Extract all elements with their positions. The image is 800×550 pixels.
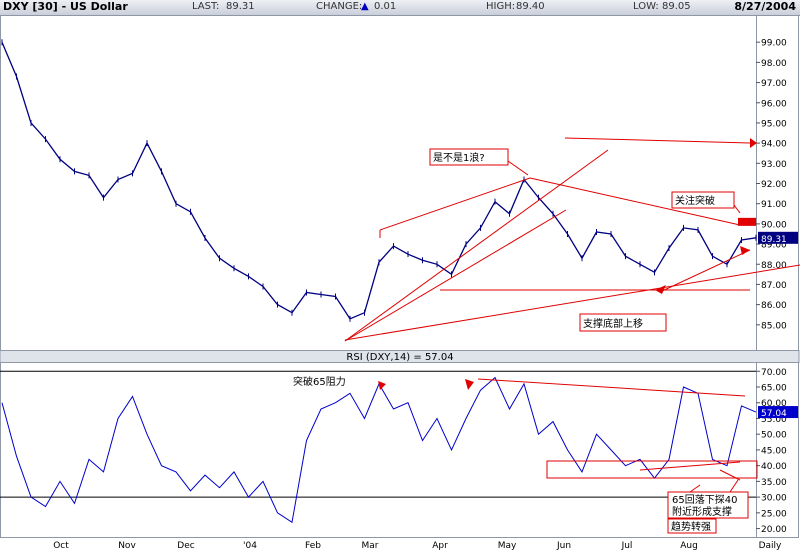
- annotation-support-rising: 支撑底部上移: [583, 317, 643, 330]
- trend-line: [379, 177, 531, 231]
- annotation-trend-strong-box: [667, 518, 717, 534]
- rsi-tick-label: 45.00: [761, 446, 787, 456]
- annotation-rsi-breakout: 突破65阻力: [293, 375, 346, 388]
- annotation-watch-breakout: 关注突破: [675, 194, 715, 207]
- callout-line: [733, 204, 741, 214]
- annotation-watch-breakout-box: [671, 191, 735, 209]
- rsi-tick-label: 60.00: [761, 399, 787, 409]
- price-tick-label: 97.00: [761, 79, 787, 89]
- callout-line: [689, 484, 701, 493]
- arrowhead: [465, 379, 474, 390]
- last-label: LAST:: [192, 1, 220, 12]
- annotation-rsi-support-1: 65回落下探40: [672, 493, 737, 506]
- price-tick-label: 96.00: [761, 99, 787, 109]
- x-tick-label: Nov: [118, 541, 136, 550]
- price-tick-label: 86.00: [761, 301, 787, 311]
- rsi-last-tag-text: 57.04: [761, 409, 787, 419]
- rsi-tick-label: 65.00: [761, 384, 787, 394]
- rsi-plot-frame: [0, 362, 757, 538]
- rsi-title: RSI (DXY,14) = 57.04: [346, 352, 453, 363]
- last-value: 89.31: [226, 1, 255, 12]
- price-tick-label: 91.00: [761, 200, 787, 210]
- price-tick-label: 99.00: [761, 39, 787, 49]
- callout-line: [719, 469, 741, 481]
- trend-line: [639, 461, 741, 471]
- rsi-panel: RSI (DXY,14) = 57.04 20.00 25.00 30.00 35.00…: [0, 350, 800, 538]
- x-tick-label: Jun: [556, 541, 571, 550]
- price-last-tag-text: 89.31: [761, 235, 787, 245]
- trend-line: [344, 264, 800, 341]
- rsi-tick-label: 25.00: [761, 509, 787, 519]
- rsi-tick-label: 30.00: [761, 494, 787, 504]
- change-value: 0.01: [374, 1, 397, 12]
- price-tick-label: 92.00: [761, 180, 787, 190]
- x-tick-label: Apr: [432, 541, 448, 550]
- trend-line: [529, 177, 741, 226]
- x-tick-label: '04: [243, 541, 257, 550]
- chart-date: 8/27/2004: [734, 0, 796, 13]
- callout-line: [507, 160, 529, 176]
- x-tick-label: Daily: [759, 541, 782, 550]
- low-label: LOW:: [633, 1, 659, 12]
- rsi-tick-label: 70.00: [761, 368, 787, 378]
- price-tick-label: 90.00: [761, 220, 787, 230]
- price-tick-label: 88.00: [761, 261, 787, 271]
- price-marker: [738, 217, 756, 226]
- x-tick-label: Feb: [305, 541, 321, 550]
- rsi-tick-label: 40.00: [761, 462, 787, 472]
- arrowhead: [378, 381, 386, 390]
- price-tick-label: 85.00: [761, 321, 787, 331]
- arrowhead: [750, 138, 757, 148]
- trend-line: [344, 209, 567, 342]
- price-tick-label: 95.00: [761, 119, 787, 129]
- price-plot-frame: [0, 15, 757, 351]
- rsi-tick-label: 35.00: [761, 478, 787, 488]
- price-tick-label: 87.00: [761, 281, 787, 291]
- x-tick-label: Mar: [362, 541, 379, 550]
- price-tick-label: 94.00: [761, 140, 787, 150]
- low-value: 89.05: [662, 1, 691, 12]
- annotation-wave-question-box: [429, 148, 509, 166]
- arrowhead: [655, 285, 666, 294]
- annotation-trend-strong: 趋势转强: [671, 520, 711, 533]
- rsi-support-zone: [546, 460, 758, 479]
- high-label: HIGH:: [486, 1, 516, 12]
- arrowhead: [740, 246, 750, 255]
- price-tick-label: 89.00: [761, 241, 787, 251]
- trend-line: [564, 137, 751, 144]
- x-tick-label: Jul: [621, 541, 633, 550]
- x-axis: Oct Nov Dec '04 Feb Mar Apr May Jun Jul Aug Daily: [53, 541, 782, 550]
- rsi-axis-frame: [756, 362, 799, 538]
- price-tick-label: 98.00: [761, 59, 787, 69]
- rsi-tick-label: 50.00: [761, 431, 787, 441]
- high-value: 89.40: [516, 1, 545, 12]
- x-tick-label: Dec: [177, 541, 194, 550]
- trend-line: [477, 378, 746, 397]
- callout-line: [729, 479, 739, 493]
- change-label: CHANGE:: [316, 1, 363, 12]
- price-panel: 85.00 86.00 87.00 88.00 89.00 90.00 91.00 92.00…: [0, 15, 799, 351]
- trend-line: [344, 149, 609, 342]
- price-axis-frame: [756, 15, 799, 351]
- rsi-title-bar: [0, 350, 800, 363]
- annotation-support-rising-box: [579, 313, 667, 332]
- price-last-tag: [758, 231, 798, 244]
- x-tick-label: May: [498, 541, 517, 550]
- rsi-tick-label: 55.00: [761, 415, 787, 425]
- rsi-last-tag: [758, 406, 798, 419]
- annotation-wave-question: 是不是1浪?: [433, 151, 485, 164]
- x-tick-label: Aug: [680, 541, 698, 550]
- change-arrow-icon: ▲: [361, 1, 369, 12]
- quote-header: DXY [30] - US Dollar LAST: 89.31 CHANGE:…: [0, 0, 800, 16]
- rsi-tick-label: 20.00: [761, 525, 787, 535]
- price-tick-label: 93.00: [761, 160, 787, 170]
- annotation-rsi-support-2: 附近形成支撑: [672, 505, 732, 518]
- chart-title: DXY [30] - US Dollar: [3, 0, 128, 13]
- trend-line: [659, 249, 751, 293]
- annotation-rsi-support-box: [667, 491, 749, 519]
- x-tick-label: Oct: [53, 541, 69, 550]
